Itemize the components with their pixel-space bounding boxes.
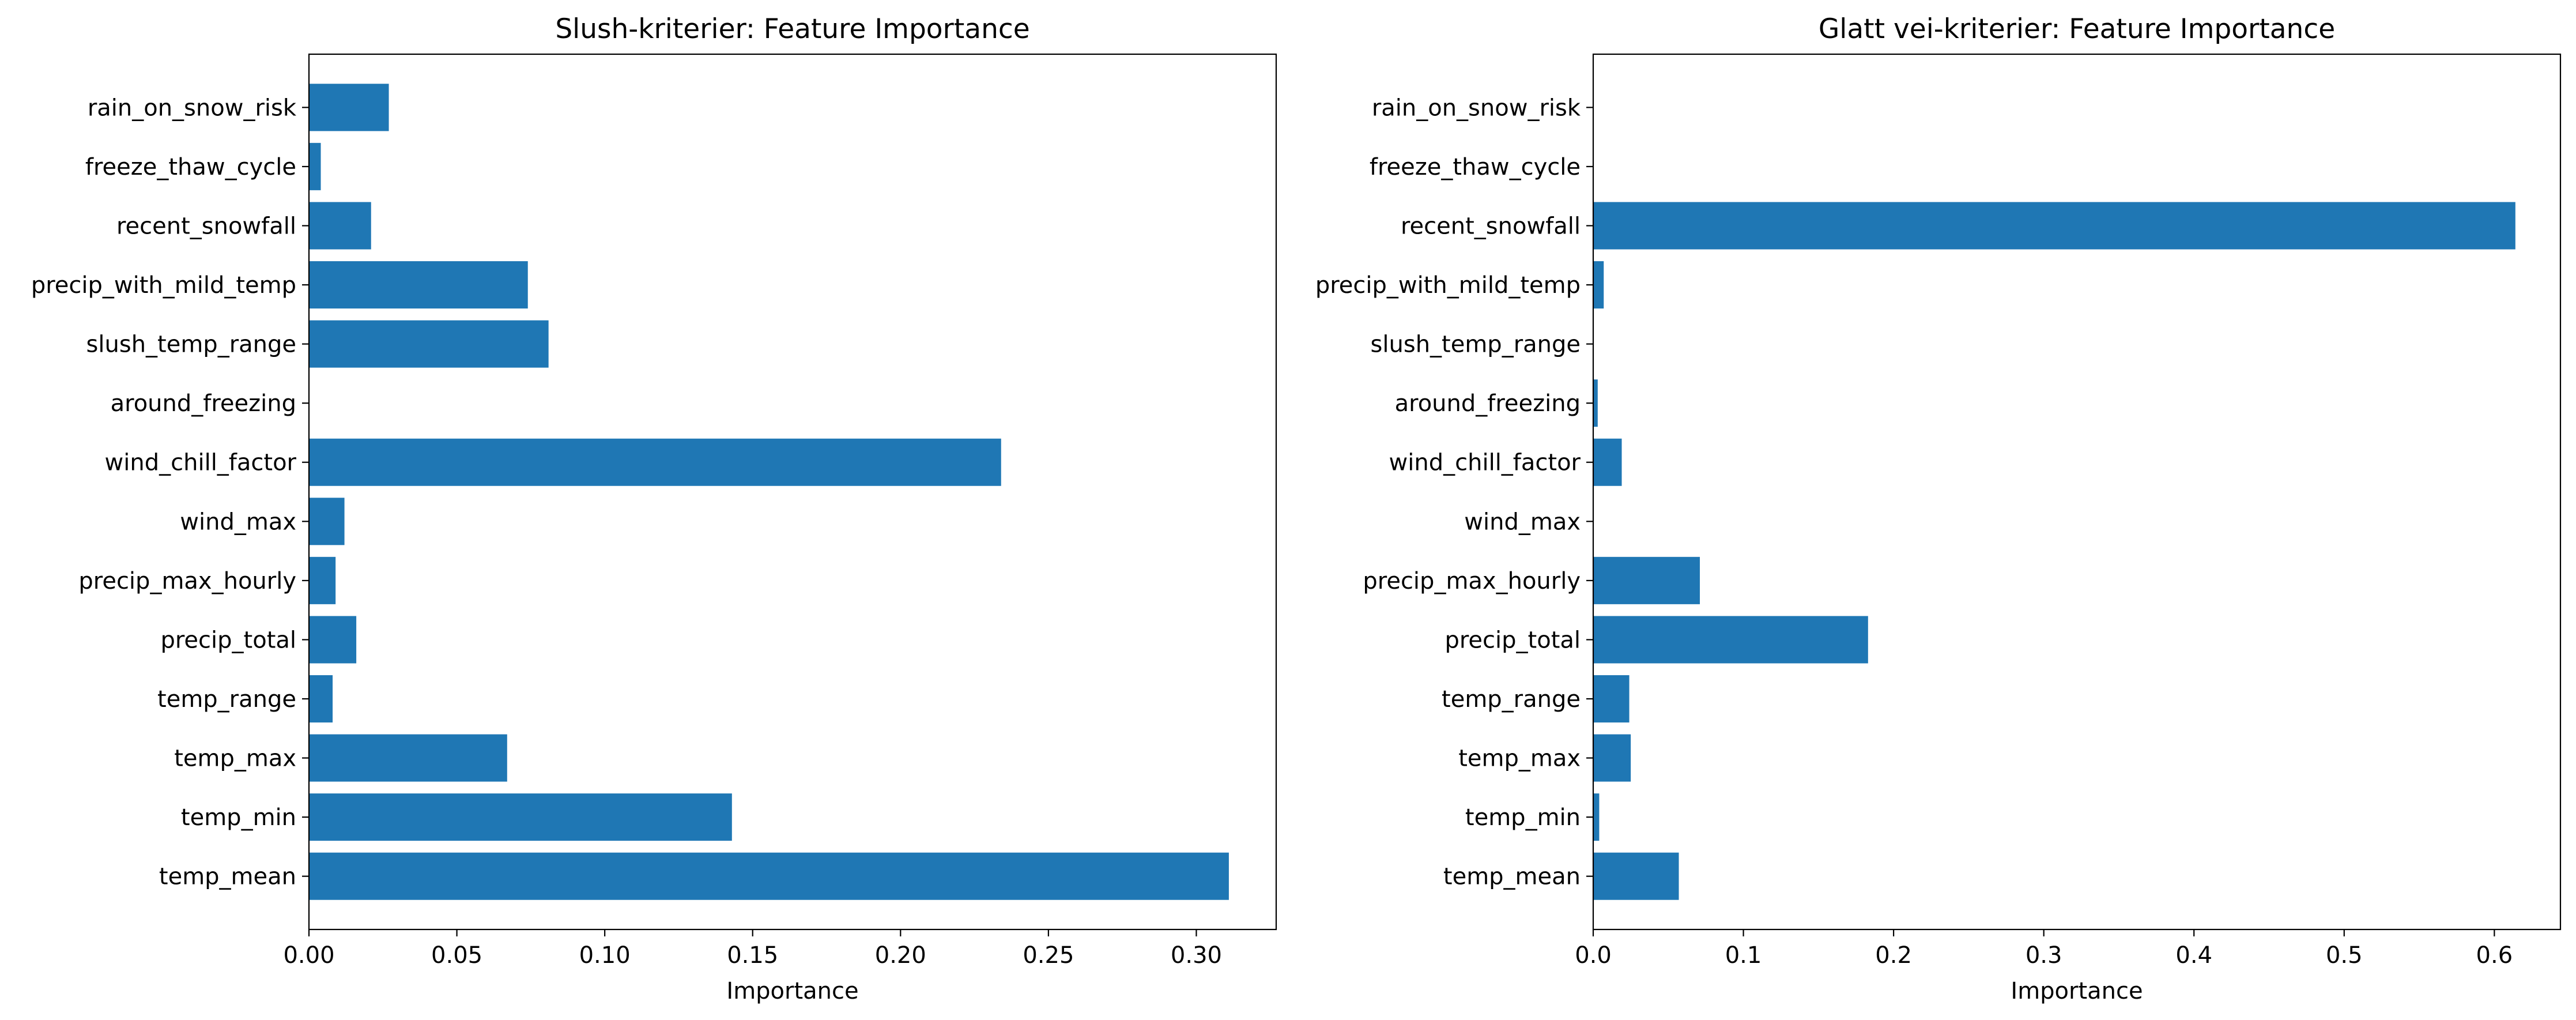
glatt-vei-chart: Glatt vei-kriterier: Feature Importance …	[1315, 13, 2562, 1004]
glatt-vei-ytick-label-temp-min: temp_min	[1465, 804, 1581, 831]
slush-bar-slush-temp-range	[309, 320, 549, 368]
slush-ytick-label-temp-min: temp_min	[181, 804, 296, 831]
glatt-vei-ytick-label-freeze-thaw-cycle: freeze_thaw_cycle	[1370, 154, 1581, 180]
glatt-vei-xtick-label: 0.3	[2026, 942, 2062, 969]
glatt-vei-chart-title: Glatt vei-kriterier: Feature Importance	[1819, 13, 2335, 45]
slush-xtick-label: 0.10	[579, 942, 631, 969]
slush-ytick-label-recent-snowfall: recent_snowfall	[116, 213, 296, 239]
glatt-vei-ytick-label-slush-temp-range: slush_temp_range	[1371, 332, 1581, 358]
slush-bar-wind-chill-factor	[309, 438, 1001, 486]
slush-bar-temp-range	[309, 675, 333, 723]
glatt-vei-ytick-label-precip-total: precip_total	[1444, 627, 1581, 653]
glatt-vei-xtick-label: 0.0	[1575, 942, 1612, 969]
glatt-vei-plot-frame	[1592, 53, 2562, 931]
slush-ytick-label-wind-chill-factor: wind_chill_factor	[105, 450, 297, 476]
glatt-vei-bar-precip-max-hourly	[1593, 556, 1700, 604]
glatt-vei-ytick-label-wind-max: wind_max	[1464, 509, 1581, 535]
glatt-vei-xtick-label: 0.5	[2326, 942, 2363, 969]
slush-bar-temp-min	[309, 793, 732, 841]
glatt-vei-ytick-label-rain-on-snow-risk: rain_on_snow_risk	[1372, 95, 1581, 121]
glatt-vei-ytick-label-wind-chill-factor: wind_chill_factor	[1389, 450, 1581, 476]
slush-bar-precip-with-mild-temp	[309, 261, 528, 309]
slush-bar-precip-total	[309, 616, 357, 664]
slush-x-axis-ticks: 0.00 0.05 0.10 0.15 0.20 0.25 0.30	[283, 929, 1222, 969]
glatt-vei-bar-temp-max	[1593, 734, 1631, 782]
glatt-vei-bar-precip-total	[1593, 616, 1868, 664]
slush-ytick-label-temp-mean: temp_mean	[159, 864, 296, 890]
slush-ytick-label-freeze-thaw-cycle: freeze_thaw_cycle	[85, 154, 296, 180]
glatt-vei-xtick-label: 0.6	[2476, 942, 2513, 969]
slush-ytick-label-around-freezing: around_freezing	[111, 390, 296, 417]
slush-chart-title: Slush-kriterier: Feature Importance	[555, 13, 1029, 45]
glatt-vei-x-axis-label: Importance	[2011, 978, 2143, 1004]
slush-xtick-label: 0.05	[431, 942, 482, 969]
glatt-vei-x-axis-ticks: 0.0 0.1 0.2 0.3 0.4 0.5 0.6	[1575, 929, 2513, 969]
slush-xtick-label: 0.30	[1171, 942, 1222, 969]
slush-ytick-label-temp-range: temp_range	[157, 686, 296, 713]
slush-y-axis-ticks: temp_mean temp_min temp_max temp_range preci…	[31, 95, 309, 890]
slush-ytick-label-rain-on-snow-risk: rain_on_snow_risk	[88, 95, 297, 121]
slush-bar-precip-max-hourly	[309, 556, 336, 604]
glatt-vei-bar-recent-snowfall	[1593, 202, 2515, 250]
glatt-vei-ytick-label-around-freezing: around_freezing	[1395, 390, 1581, 417]
glatt-vei-ytick-label-temp-max: temp_max	[1458, 746, 1581, 772]
glatt-vei-xtick-label: 0.4	[2175, 942, 2212, 969]
glatt-vei-y-axis-ticks: temp_mean temp_min temp_max temp_range preci…	[1315, 95, 1593, 890]
slush-bars	[309, 84, 1229, 900]
glatt-vei-xtick-label: 0.1	[1725, 942, 1762, 969]
slush-xtick-label: 0.00	[283, 942, 334, 969]
slush-chart: Slush-kriterier: Feature Importance temp…	[31, 13, 1277, 1004]
slush-xtick-label: 0.25	[1023, 942, 1074, 969]
glatt-vei-ytick-label-precip-with-mild-temp: precip_with_mild_temp	[1315, 272, 1581, 299]
slush-ytick-label-precip-max-hourly: precip_max_hourly	[78, 568, 296, 594]
glatt-vei-ytick-label-temp-range: temp_range	[1442, 686, 1581, 713]
slush-ytick-label-precip-with-mild-temp: precip_with_mild_temp	[31, 272, 296, 299]
slush-ytick-label-slush-temp-range: slush_temp_range	[86, 332, 296, 358]
glatt-vei-bar-around-freezing	[1593, 379, 1598, 427]
glatt-vei-bar-temp-range	[1593, 675, 1630, 723]
glatt-vei-bars	[1593, 202, 2515, 900]
glatt-vei-bar-temp-mean	[1593, 852, 1679, 900]
glatt-vei-bar-wind-chill-factor	[1593, 438, 1622, 486]
glatt-vei-ytick-label-precip-max-hourly: precip_max_hourly	[1363, 568, 1581, 594]
slush-xtick-label: 0.20	[875, 942, 926, 969]
slush-ytick-label-wind-max: wind_max	[180, 509, 296, 535]
slush-ytick-label-precip-total: precip_total	[160, 627, 296, 653]
slush-bar-temp-max	[309, 734, 507, 782]
glatt-vei-ytick-label-recent-snowfall: recent_snowfall	[1401, 213, 1581, 239]
slush-ytick-label-temp-max: temp_max	[174, 746, 296, 772]
slush-x-axis-label: Importance	[726, 978, 858, 1004]
glatt-vei-bar-precip-with-mild-temp	[1593, 261, 1604, 309]
slush-bar-recent-snowfall	[309, 202, 371, 250]
slush-bar-wind-max	[309, 498, 345, 545]
glatt-vei-ytick-label-temp-mean: temp_mean	[1443, 864, 1581, 890]
slush-plot-frame	[308, 53, 1277, 931]
slush-xtick-label: 0.15	[727, 942, 778, 969]
glatt-vei-bar-temp-min	[1593, 793, 1600, 841]
slush-bar-temp-mean	[309, 852, 1229, 900]
slush-bar-freeze-thaw-cycle	[309, 142, 321, 190]
slush-bar-rain-on-snow-risk	[309, 84, 389, 131]
glatt-vei-xtick-label: 0.2	[1875, 942, 1912, 969]
